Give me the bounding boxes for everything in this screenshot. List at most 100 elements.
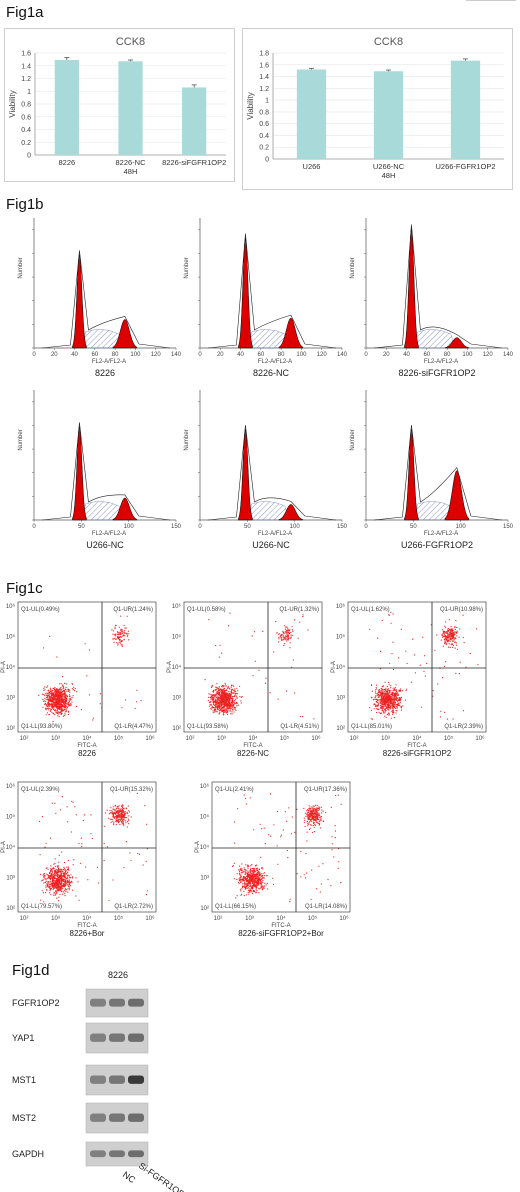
event-dot xyxy=(113,641,115,643)
band-label-yap1: YAP1 xyxy=(12,1033,34,1043)
event-dot xyxy=(228,701,230,703)
y-tick-label: 0.4 xyxy=(259,133,269,140)
event-dot xyxy=(370,709,372,711)
event-dot xyxy=(310,811,312,813)
event-dot xyxy=(217,695,219,697)
event-dot xyxy=(114,812,116,814)
event-dot xyxy=(58,716,60,718)
event-dot xyxy=(219,703,221,705)
dot-x-tick: 10⁴ xyxy=(412,735,422,742)
event-dot xyxy=(383,690,385,692)
event-dot xyxy=(241,878,243,881)
event-dot xyxy=(244,886,247,888)
event-dot xyxy=(381,690,383,692)
event-dot xyxy=(446,642,448,644)
event-dot xyxy=(222,714,224,716)
event-dot xyxy=(223,697,225,699)
event-dot xyxy=(249,878,251,881)
event-dot xyxy=(218,704,220,706)
event-dot xyxy=(310,898,312,900)
event-dot xyxy=(124,632,126,634)
y-tick-label: 1.2 xyxy=(259,86,269,93)
event-dot xyxy=(450,628,452,630)
event-dot xyxy=(400,628,402,630)
event-dot xyxy=(259,882,262,885)
event-dot xyxy=(256,872,258,874)
event-dot xyxy=(243,878,245,880)
quadrant-ll: Q1-LL(66.15%) xyxy=(215,904,256,910)
event-dot xyxy=(282,639,284,641)
event-dot xyxy=(236,687,238,689)
event-dot xyxy=(294,831,296,833)
event-dot xyxy=(44,689,46,691)
event-dot xyxy=(385,687,387,689)
event-dot xyxy=(308,828,311,831)
hist-x-tick-label: 120 xyxy=(151,352,162,358)
event-dot xyxy=(422,636,424,638)
event-dot xyxy=(234,699,236,702)
event-dot xyxy=(234,691,236,693)
event-dot xyxy=(388,692,390,694)
event-dot xyxy=(230,684,233,686)
event-dot xyxy=(64,875,66,877)
event-dot xyxy=(55,878,58,880)
event-dot xyxy=(400,698,402,700)
event-dot xyxy=(65,699,67,702)
event-dot xyxy=(383,711,385,713)
dot-y-tick: 10⁶ xyxy=(336,603,346,610)
event-dot xyxy=(377,694,379,696)
event-dot xyxy=(252,876,254,878)
dotplot-0: Q1-UL(0.49%) Q1-UR(1.24%)Q1-LL(93.80%) Q1-… xyxy=(1,601,157,758)
event-dot xyxy=(398,704,400,706)
event-dot xyxy=(286,635,289,637)
event-dot xyxy=(307,815,309,817)
event-dot xyxy=(446,638,448,640)
event-dot xyxy=(386,693,388,696)
hist-x-tick-label: 0 xyxy=(364,524,368,530)
event-dot xyxy=(65,703,68,705)
event-dot xyxy=(213,704,216,706)
event-dot xyxy=(222,707,224,709)
event-dot xyxy=(318,820,320,823)
event-dot xyxy=(309,824,311,826)
hist-x-tick-label: 150 xyxy=(337,524,348,530)
event-dot xyxy=(287,634,289,636)
event-dot xyxy=(209,704,211,706)
y-tick-label: 0 xyxy=(27,153,31,160)
event-dot xyxy=(122,815,124,817)
event-dot xyxy=(51,711,53,713)
event-dot xyxy=(291,634,293,636)
event-dot xyxy=(55,891,57,893)
event-dot xyxy=(448,637,450,639)
event-dot xyxy=(109,809,111,811)
event-dot xyxy=(233,689,235,691)
event-dot xyxy=(65,873,68,875)
dot-y-axis-label: PI-A xyxy=(195,841,201,853)
event-dot xyxy=(49,697,51,699)
event-dot xyxy=(236,878,238,881)
event-dot xyxy=(254,867,256,869)
event-dot xyxy=(53,863,55,865)
event-dot xyxy=(52,703,54,705)
event-dot xyxy=(454,642,456,644)
event-dot xyxy=(230,694,232,697)
event-dot xyxy=(261,883,263,885)
event-dot xyxy=(66,821,69,823)
event-dot xyxy=(391,710,393,712)
event-dot xyxy=(419,664,421,666)
event-dot xyxy=(59,889,61,891)
event-dot xyxy=(99,693,101,695)
event-dot xyxy=(310,818,312,820)
event-dot xyxy=(382,692,384,694)
event-dot xyxy=(254,871,256,873)
event-dot xyxy=(375,686,377,688)
hist-y-axis-label: Number xyxy=(18,257,24,278)
event-dot xyxy=(130,859,132,862)
event-dot xyxy=(58,707,60,709)
event-dot xyxy=(39,854,41,856)
blot-band xyxy=(109,1033,125,1042)
event-dot xyxy=(445,631,447,633)
event-dot xyxy=(114,634,116,636)
event-dot xyxy=(66,690,68,692)
event-dot xyxy=(290,634,292,636)
